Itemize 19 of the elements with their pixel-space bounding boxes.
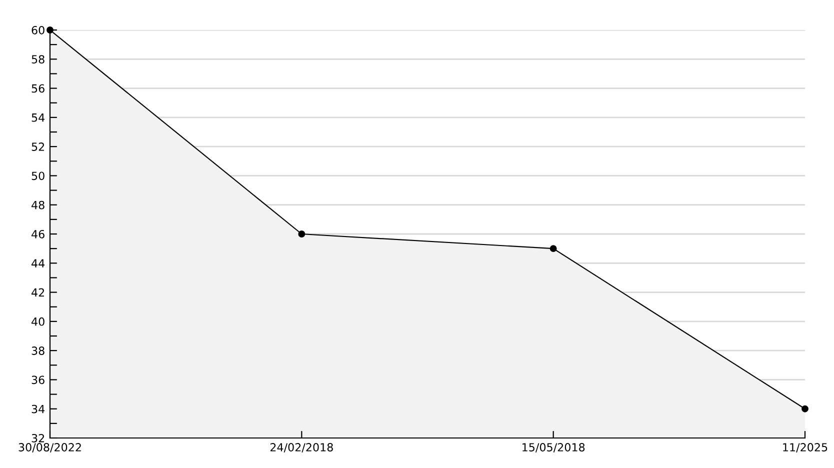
y-tick-label: 32 [32, 434, 44, 442]
y-tick-label: 56 [32, 84, 44, 93]
x-tick-label: 30/08/2022 [18, 443, 81, 452]
x-tick-label: 11/2025 [783, 443, 828, 452]
y-tick-label: 44 [32, 259, 45, 268]
y-tick-label: 36 [32, 376, 44, 384]
x-tick-label: 15/05/2018 [522, 443, 585, 452]
y-tick-label: 54 [32, 114, 45, 122]
y-tick-label: 42 [32, 288, 44, 297]
y-tick-label: 46 [32, 230, 44, 238]
y-tick-label: 34 [32, 404, 45, 414]
y-tick-label: 50 [32, 172, 44, 180]
y-tick-label: 40 [32, 317, 44, 326]
y-tick-label: 58 [32, 55, 44, 64]
y-tick-label: 52 [32, 142, 44, 151]
y-tick-label: 48 [32, 200, 44, 210]
y-tick-label: 38 [32, 346, 44, 355]
y-tick-label: 60 [32, 26, 44, 34]
x-tick-label: 24/02/2018 [270, 443, 333, 452]
